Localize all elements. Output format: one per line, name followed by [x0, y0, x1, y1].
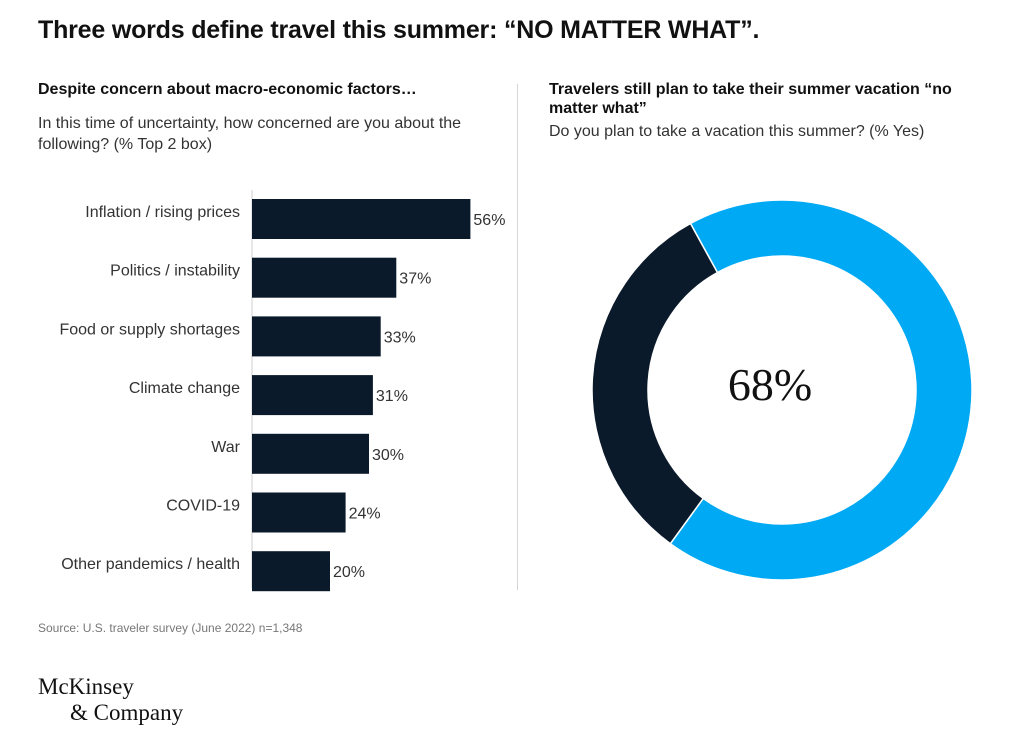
logo-line-2: & Company: [70, 700, 184, 725]
right-panel-subheading: Do you plan to take a vacation this summ…: [549, 123, 925, 140]
right-panel: Travelers still plan to take their summe…: [549, 80, 989, 142]
bar: [252, 433, 369, 474]
left-panel: Despite concern about macro-economic fac…: [38, 80, 508, 155]
bar: [252, 316, 381, 357]
source-note: Source: U.S. traveler survey (June 2022)…: [38, 621, 303, 635]
bar: [252, 257, 397, 298]
left-panel-subheading: In this time of uncertainty, how concern…: [38, 115, 462, 153]
bar-value-label: 56%: [473, 212, 505, 229]
donut-chart: [591, 199, 973, 581]
right-panel-heading: Travelers still plan to take their summe…: [549, 81, 952, 117]
bar: [252, 375, 373, 416]
bar-category-label: Inflation / rising prices: [85, 204, 240, 221]
bar: [252, 492, 346, 533]
bar: [252, 199, 471, 239]
brand-logo: McKinsey & Company: [38, 674, 183, 726]
chart-title: Three words define travel this summer: “…: [38, 16, 760, 44]
bar-category-label: Politics / instability: [110, 263, 240, 280]
donut-center-label: 68%: [727, 359, 813, 410]
bar-category-label: Other pandemics / health: [61, 556, 240, 573]
bar-value-label: 20%: [333, 564, 365, 581]
bar-category-label: Food or supply shortages: [59, 321, 240, 338]
left-panel-heading: Despite concern about macro-economic fac…: [38, 81, 417, 98]
bar-category-label: War: [211, 439, 240, 456]
bar-value-label: 30%: [372, 447, 404, 464]
bar-value-label: 24%: [349, 506, 381, 523]
logo-line-1: McKinsey: [38, 674, 134, 699]
bar-category-label: COVID-19: [166, 498, 240, 515]
bar-chart: Inflation / rising prices 56% Politics / i…: [59, 190, 505, 592]
bar: [252, 551, 330, 592]
bar-category-label: Climate change: [129, 380, 240, 397]
panel-divider: [517, 84, 518, 590]
bar-value-label: 33%: [384, 329, 416, 346]
donut-slice-yes: [669, 199, 973, 581]
bar-value-label: 31%: [376, 388, 408, 405]
donut-slice-no: [591, 222, 719, 545]
bar-value-label: 37%: [399, 271, 431, 288]
